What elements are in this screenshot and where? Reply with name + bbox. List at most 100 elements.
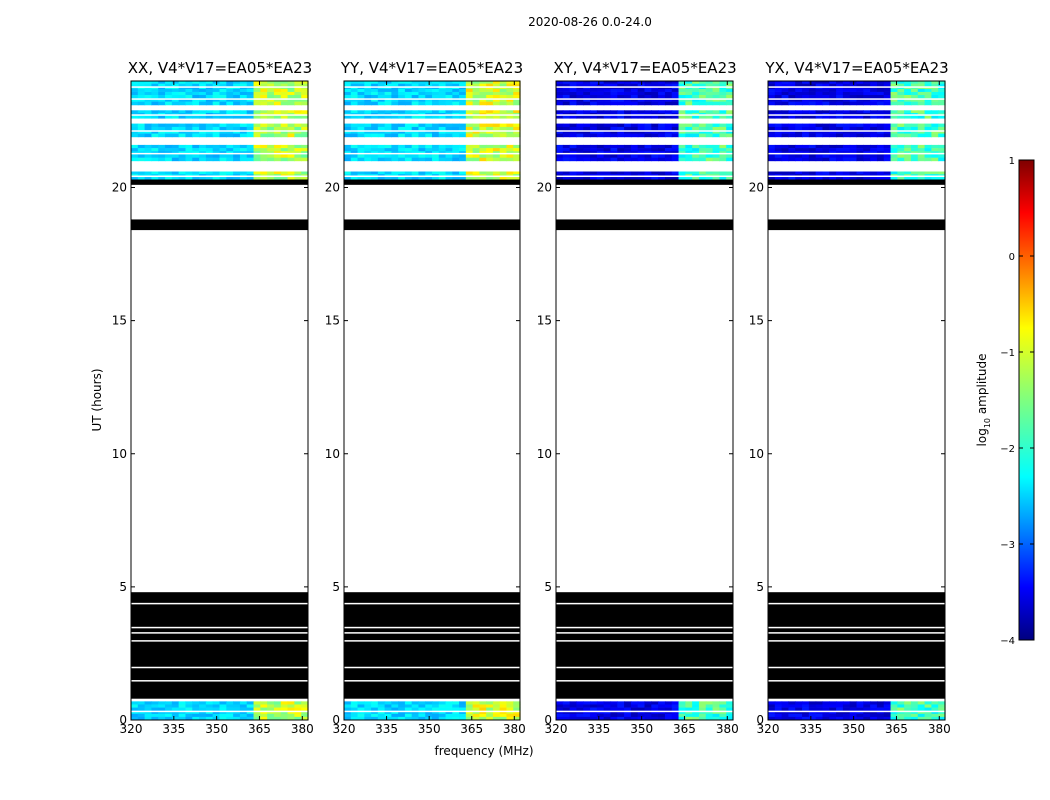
heatmap-cell — [287, 710, 295, 715]
heatmap-cell — [438, 157, 447, 162]
heatmap-cell — [178, 101, 187, 106]
heatmap-cell — [705, 707, 714, 711]
heatmap-cell — [774, 157, 783, 162]
heatmap-cell — [371, 710, 379, 715]
heatmap-cell — [583, 154, 591, 158]
heatmap-cell — [492, 101, 501, 106]
gap-line — [768, 114, 945, 116]
heatmap-cell — [158, 101, 166, 106]
heatmap-cell — [192, 94, 200, 99]
heatmap-cell — [781, 133, 790, 138]
heatmap-cell — [499, 83, 508, 87]
heatmap-cell — [239, 83, 248, 87]
heatmap-cell — [391, 716, 399, 721]
heatmap-cell — [924, 91, 932, 96]
heatmap-cell — [788, 701, 796, 705]
heatmap-cell — [178, 88, 187, 92]
heatmap-cell — [418, 710, 426, 715]
heatmap-cell — [651, 115, 659, 119]
heatmap-cell — [624, 716, 632, 721]
heatmap-cell — [651, 710, 659, 715]
x-tick-label: 350 — [418, 722, 441, 736]
heatmap-cell — [344, 157, 352, 162]
heatmap-cell — [391, 157, 399, 162]
heatmap-cell — [637, 710, 646, 715]
heatmap-cell — [624, 101, 632, 106]
heatmap-cell — [287, 133, 295, 138]
heatmap-cell — [205, 704, 214, 708]
heatmap-cell — [569, 110, 578, 114]
heatmap-cell — [712, 707, 720, 711]
heatmap-cell — [418, 707, 426, 711]
heatmap-cell — [698, 701, 707, 705]
heatmap-cell — [364, 101, 372, 106]
heatmap-cell — [802, 148, 810, 152]
heatmap-cell — [411, 110, 420, 114]
heatmap-cell — [910, 88, 919, 92]
heatmap-cell — [836, 115, 844, 119]
heatmap-cell — [205, 154, 214, 158]
heatmap-cell — [664, 91, 673, 96]
heatmap-cell — [280, 154, 289, 158]
heatmap-cell — [870, 88, 878, 92]
heatmap-cell — [617, 716, 625, 721]
heatmap-cell — [664, 110, 673, 114]
heatmap-cell — [583, 101, 591, 106]
heatmap-cell — [185, 110, 193, 114]
heatmap-cell — [836, 713, 844, 718]
heatmap-cell — [171, 98, 180, 102]
heatmap-cell — [651, 83, 659, 87]
heatmap-cell — [870, 713, 878, 718]
heatmap-cell — [513, 98, 521, 102]
heatmap-cell — [499, 98, 508, 102]
heatmap-cell — [192, 115, 200, 119]
heatmap-cell — [171, 710, 180, 715]
heatmap-cell — [280, 713, 289, 718]
heatmap-cell — [870, 157, 878, 162]
heatmap-cell — [411, 704, 420, 708]
heatmap-cell — [165, 83, 173, 87]
heatmap-cell — [205, 110, 214, 114]
heatmap-cell — [795, 154, 803, 158]
heatmap-cell — [287, 81, 295, 84]
heatmap-cell — [357, 81, 365, 84]
heatmap-cell — [698, 710, 707, 715]
heatmap-cell — [158, 110, 166, 114]
heatmap-cell — [822, 81, 830, 84]
heatmap-cell — [438, 91, 447, 96]
heatmap-cell — [301, 81, 309, 84]
heatmap-cell — [384, 148, 392, 152]
heatmap-cell — [294, 126, 302, 131]
heatmap-cell — [822, 176, 830, 180]
heatmap-cell — [658, 704, 666, 708]
heatmap-cell — [171, 148, 180, 152]
heatmap-cell — [472, 101, 480, 106]
heatmap-cell — [705, 91, 714, 96]
heatmap-cell — [897, 126, 905, 131]
heatmap-cell — [212, 130, 221, 134]
heatmap-cell — [151, 101, 159, 106]
heatmap-cell — [822, 707, 830, 711]
heatmap-cell — [829, 123, 837, 128]
heatmap-cell — [377, 88, 386, 92]
heatmap-cell — [678, 130, 686, 134]
heatmap-cell — [576, 148, 584, 152]
heatmap-cell — [165, 701, 173, 705]
heatmap-cell — [287, 88, 295, 92]
heatmap-cell — [294, 710, 302, 715]
heatmap-cell — [199, 130, 207, 134]
heatmap-cell — [151, 123, 159, 128]
heatmap-cell — [596, 176, 605, 180]
heatmap-cell — [486, 701, 494, 705]
heatmap-cell — [644, 154, 652, 158]
heatmap-cell — [226, 713, 234, 718]
heatmap-cell — [171, 157, 180, 162]
heatmap-cell — [411, 126, 420, 131]
heatmap-cell — [459, 133, 467, 138]
heatmap-cell — [273, 148, 282, 152]
heatmap-cell — [445, 707, 453, 711]
heatmap-cell — [398, 110, 406, 114]
heatmap-cell — [644, 704, 652, 708]
heatmap-cell — [610, 716, 618, 721]
heatmap-cell — [391, 707, 399, 711]
